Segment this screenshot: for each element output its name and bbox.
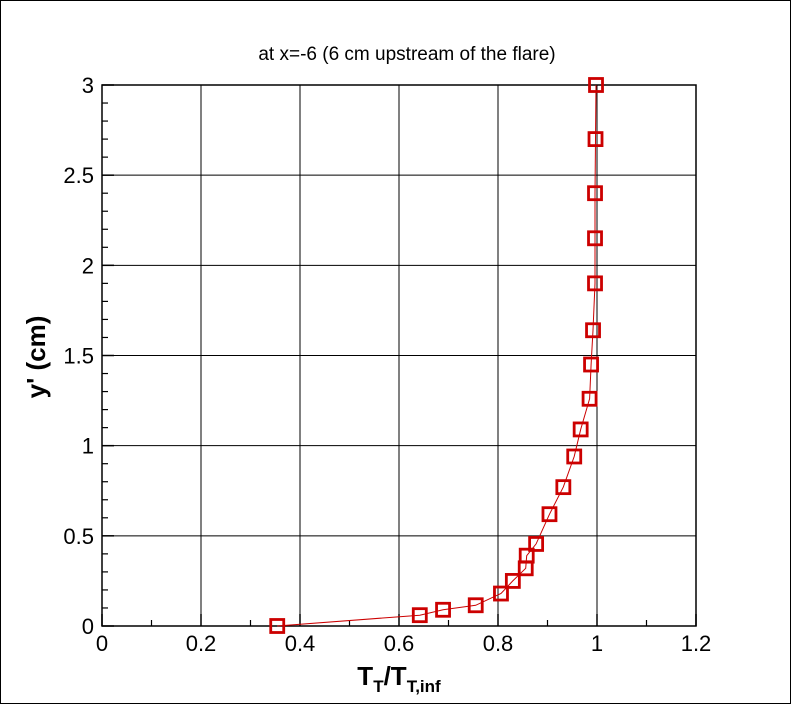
data-point-marker [555,479,572,496]
x-axis-label: TT/TT,inf [357,661,441,696]
grid [102,85,696,626]
y-tick-label: 0 [82,614,94,639]
data-point-marker [541,506,558,523]
data-point-marker [493,585,509,602]
y-tick-label: 2.5 [63,163,94,188]
data-point-marker [587,275,603,292]
x-tick-labels: 0 0.2 0.4 0.6 0.8 1 1.2 [96,631,711,656]
data-point-marker [269,618,286,634]
x-tick-label: 0.8 [483,631,514,656]
ticks [101,84,697,627]
data-point-marker [587,131,604,148]
y-tick-label: 1 [82,434,94,459]
data-point-marker [587,230,603,247]
data-point-marker [572,421,589,438]
y-axis-label: y' (cm) [21,316,51,399]
y-tick-label: 2 [82,253,94,278]
x-axis-label-sub2: T,inf [407,677,441,696]
data-point-marker [504,573,521,589]
x-tick-label: 0.2 [186,631,217,656]
x-tick-label: 0.4 [285,631,316,656]
chart-title: at x=-6 (6 cm upstream of the flare) [258,44,555,65]
data-point-marker [467,597,484,614]
series-markers [269,77,604,634]
data-point-marker [566,448,583,465]
x-tick-label: 1.2 [681,631,712,656]
x-tick-label: 0.6 [384,631,415,656]
x-axis-label-slash: /T [384,661,407,691]
data-point-marker [518,547,535,564]
data-point-marker [583,356,599,373]
data-point-marker [435,601,451,618]
series-line [277,84,597,627]
data-point-marker [411,607,428,624]
data-point-marker [581,390,598,407]
y-tick-label: 3 [82,73,94,98]
y-tick-label: 0.5 [63,524,94,549]
data-point-marker [528,536,545,552]
x-axis-label-main: T [357,661,373,691]
data-point-marker [588,77,604,93]
data-point-marker [585,322,601,339]
y-tick-labels: 0 0.5 1 1.5 2 2.5 3 [63,73,94,639]
x-tick-label: 1 [591,631,603,656]
data-point-marker [587,185,603,202]
y-tick-label: 1.5 [63,344,94,369]
x-tick-label: 0 [96,631,108,656]
x-axis-label-sub1: T [373,677,384,696]
